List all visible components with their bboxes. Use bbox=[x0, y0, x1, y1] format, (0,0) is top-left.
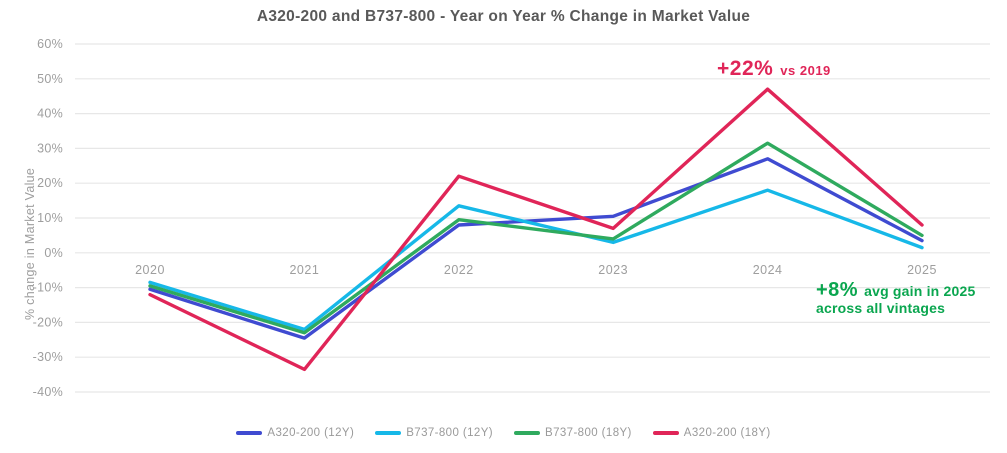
y-tick-label: -20% bbox=[33, 315, 63, 329]
series-line-b737-800-12y- bbox=[148, 188, 924, 332]
series-line-a320-200-18y- bbox=[148, 87, 924, 372]
legend-item-a320-200-18y: A320-200 (18Y) bbox=[652, 427, 771, 439]
x-tick-label: 2022 bbox=[444, 263, 474, 277]
legend-line-swatch bbox=[375, 431, 402, 435]
annotation-2024-peak-caption: vs 2019 bbox=[780, 63, 831, 78]
y-tick-label: 60% bbox=[37, 37, 63, 51]
chart-title: A320-200 and B737-800 - Year on Year % C… bbox=[256, 8, 751, 25]
legend-label: B737-800 (18Y) bbox=[545, 427, 632, 439]
x-tick-label: 2020 bbox=[135, 263, 165, 277]
y-tick-label: 30% bbox=[37, 141, 63, 155]
y-tick-label: 20% bbox=[37, 176, 63, 190]
legend-label: A320-200 (18Y) bbox=[683, 427, 771, 439]
y-tick-label: -10% bbox=[33, 281, 63, 295]
annotation-2024-peak: +22% vs 2019 bbox=[717, 57, 831, 81]
series-line-a320-200-12y- bbox=[148, 157, 924, 340]
legend-line-swatch bbox=[652, 431, 679, 435]
x-tick-label: 2021 bbox=[289, 263, 319, 277]
y-tick-label: 0% bbox=[44, 246, 63, 260]
legend-item-a320-200-12y: A320-200 (12Y) bbox=[236, 427, 354, 439]
annotation-2025-gain: +8% avg gain in 2025 across all vintages bbox=[816, 279, 976, 316]
y-tick-label: 10% bbox=[37, 211, 63, 225]
annotation-2025-gain-value: +8% bbox=[816, 279, 859, 301]
y-tick-label: -30% bbox=[33, 350, 63, 364]
legend-item-b737-800-18y: B737-800 (18Y) bbox=[514, 427, 632, 439]
annotation-2025-gain-caption-line2: across all vintages bbox=[816, 300, 946, 316]
legend-line-swatch bbox=[236, 431, 263, 435]
annotation-2025-gain-caption: avg gain in 2025 bbox=[864, 283, 976, 299]
chart-legend: A320-200 (12Y) B737-800 (12Y) B737-800 (… bbox=[0, 424, 1007, 442]
y-tick-label: 50% bbox=[37, 72, 63, 86]
y-tick-label: 40% bbox=[37, 107, 63, 121]
legend-item-b737-800-12y: B737-800 (12Y) bbox=[375, 427, 493, 439]
legend-label: A320-200 (12Y) bbox=[267, 427, 355, 439]
y-tick-label: -40% bbox=[33, 385, 63, 399]
legend-line-swatch bbox=[514, 431, 540, 435]
series-line-b737-800-18y- bbox=[148, 141, 924, 335]
annotation-2024-peak-value: +22% bbox=[717, 57, 774, 80]
x-tick-label: 2023 bbox=[598, 263, 628, 277]
x-tick-label: 2025 bbox=[907, 263, 937, 277]
x-tick-label: 2024 bbox=[753, 263, 783, 277]
legend-label: B737-800 (12Y) bbox=[406, 427, 493, 439]
